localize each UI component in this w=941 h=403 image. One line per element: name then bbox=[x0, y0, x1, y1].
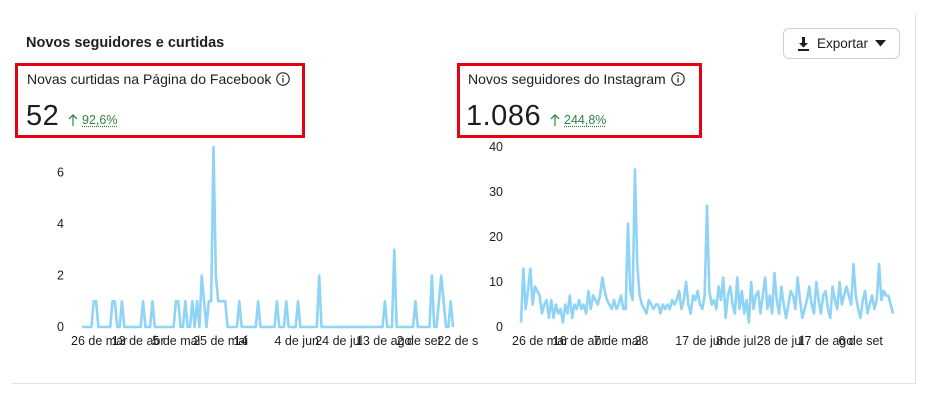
followers-likes-card bbox=[12, 14, 916, 384]
x-tick-label: 26 de mar bbox=[71, 334, 127, 348]
download-icon bbox=[797, 36, 809, 51]
instagram-metric-title: Novos seguidores do Instagram bbox=[468, 71, 685, 87]
series-line bbox=[519, 168, 895, 324]
caret-down-icon bbox=[875, 40, 887, 47]
info-icon[interactable] bbox=[670, 72, 685, 86]
facebook-metric-highlight bbox=[15, 63, 305, 138]
section-title: Novos seguidores e curtidas bbox=[26, 35, 225, 51]
x-tick-label: 28 bbox=[634, 334, 648, 348]
x-tick-label: 16 de abr bbox=[553, 334, 606, 348]
arrow-up-icon bbox=[68, 114, 78, 126]
export-label: Exportar bbox=[816, 36, 869, 51]
arrow-up-icon bbox=[550, 114, 560, 126]
y-tick-label: 40 bbox=[489, 140, 503, 154]
x-tick-label: 7 de mai bbox=[594, 334, 642, 348]
y-tick-label: 0 bbox=[496, 320, 503, 334]
x-tick-label: 5 de mai bbox=[152, 334, 200, 348]
export-button[interactable]: Exportar bbox=[783, 28, 900, 59]
x-tick-label: 22 de s bbox=[437, 334, 478, 348]
x-tick-label: 17 de jun bbox=[675, 334, 726, 348]
instagram-metric-value: 1.086 bbox=[466, 100, 542, 132]
x-tick-label: 8 de jul bbox=[716, 334, 756, 348]
facebook-metric-value: 52 bbox=[26, 100, 60, 132]
facebook-metric-title: Novas curtidas na Página do Facebook bbox=[27, 71, 291, 87]
series-line bbox=[82, 145, 455, 329]
y-tick-label: 30 bbox=[489, 185, 503, 199]
x-tick-label: 26 de mar bbox=[512, 334, 568, 348]
y-tick-label: 10 bbox=[489, 275, 503, 289]
x-tick-label: 25 de mai bbox=[193, 334, 248, 348]
x-tick-label: 13 de abr bbox=[112, 334, 165, 348]
facebook-metric-title-text: Novas curtidas na Página do Facebook bbox=[27, 71, 272, 87]
info-icon[interactable] bbox=[276, 72, 291, 86]
x-tick-label: 14 bbox=[234, 334, 248, 348]
facebook-metric-change: 92,6% bbox=[68, 113, 117, 127]
x-tick-label: 28 de jul bbox=[757, 334, 804, 348]
y-tick-label: 4 bbox=[57, 217, 64, 231]
y-tick-label: 0 bbox=[57, 320, 64, 334]
instagram-metric-title-text: Novos seguidores do Instagram bbox=[468, 71, 666, 87]
x-tick-label: 4 de jun bbox=[275, 334, 320, 348]
instagram-metric-change-pct: 244,8% bbox=[564, 113, 607, 127]
x-tick-label: 13 de ago bbox=[356, 334, 412, 348]
x-tick-label: 6 de set bbox=[838, 334, 883, 348]
x-tick-label: 17 de ago bbox=[798, 334, 854, 348]
facebook-metric-change-pct: 92,6% bbox=[82, 113, 118, 127]
instagram-metric-change: 244,8% bbox=[550, 113, 606, 127]
x-tick-label: 2 de set bbox=[397, 334, 442, 348]
y-tick-label: 6 bbox=[57, 166, 64, 180]
x-tick-label: 24 de jul bbox=[315, 334, 362, 348]
instagram-metric-highlight bbox=[457, 63, 702, 138]
y-tick-label: 2 bbox=[57, 269, 64, 283]
y-tick-label: 20 bbox=[489, 230, 503, 244]
